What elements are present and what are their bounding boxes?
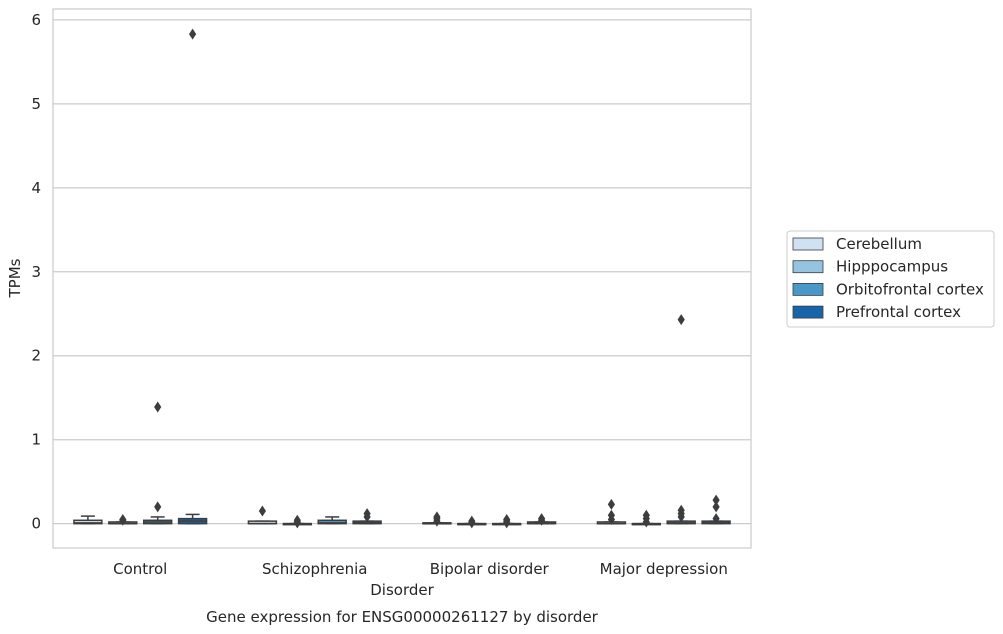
outlier-point — [363, 508, 371, 520]
box — [73, 519, 103, 525]
box-group — [352, 508, 382, 525]
outlier-point — [712, 501, 720, 513]
legend-swatch — [792, 305, 824, 319]
outlier-point — [677, 314, 685, 326]
legend-frame — [786, 230, 995, 328]
x-axis-label: Disorder — [370, 581, 434, 599]
x-tick-label: Schizophrenia — [262, 560, 367, 578]
box-plot-series — [73, 28, 731, 529]
legend-label: Cerebellum — [836, 235, 922, 253]
y-tick-label: 3 — [31, 263, 41, 281]
y-tick-label: 2 — [31, 347, 41, 365]
grid-lines — [53, 19, 751, 525]
box-group — [317, 516, 347, 525]
outlier-point — [712, 494, 720, 506]
box-group — [631, 509, 662, 528]
y-tick-label: 0 — [31, 515, 41, 533]
y-tick-label: 4 — [31, 179, 41, 197]
box-group — [282, 514, 313, 529]
box-group — [526, 513, 557, 526]
outlier-point — [119, 513, 127, 525]
outlier-point — [607, 509, 615, 521]
x-tick-label: Major depression — [600, 560, 728, 578]
y-tick-label: 6 — [31, 11, 41, 29]
outlier-point — [154, 501, 162, 513]
outlier-point — [712, 513, 720, 525]
y-tick-label: 1 — [31, 431, 41, 449]
box-group — [666, 314, 696, 525]
legend-swatch — [792, 282, 824, 296]
plot-frame — [52, 8, 752, 549]
outlier-point — [258, 505, 266, 517]
y-axis-ticks: 0 1 2 3 4 5 6 — [31, 11, 41, 533]
outlier-point — [154, 401, 162, 413]
box-group — [247, 505, 278, 525]
box-group — [457, 515, 487, 529]
outlier-point — [642, 509, 650, 521]
outlier-point — [189, 28, 197, 40]
outlier-point — [607, 498, 615, 510]
outlier-point — [538, 513, 546, 525]
chart-title: Gene expression for ENSG00000261127 by d… — [206, 608, 599, 626]
outlier-point — [677, 504, 685, 516]
outlier-point — [503, 513, 511, 525]
box-group — [596, 498, 627, 525]
outlier-point — [433, 511, 441, 523]
y-tick-label: 5 — [31, 95, 41, 113]
box-group — [422, 511, 452, 527]
legend-swatch — [792, 237, 824, 251]
outlier-point — [468, 515, 476, 527]
outlier-point — [293, 514, 301, 526]
box-group — [108, 513, 138, 526]
x-tick-label: Bipolar disorder — [430, 560, 550, 578]
legend-label: Orbitofrontal cortex — [836, 280, 984, 298]
legend-label: Prefrontal cortex — [836, 303, 961, 321]
legend-label: Hipppocampus — [836, 258, 948, 276]
box-group — [177, 28, 208, 525]
legend: Cerebellum Hipppocampus Orbitofrontal cort… — [786, 230, 995, 328]
x-axis-ticks: Control Schizophrenia Bipolar disorder Majo… — [113, 560, 728, 578]
box-group — [142, 401, 173, 525]
box-group — [73, 515, 103, 525]
box — [317, 519, 347, 525]
legend-swatch — [792, 260, 824, 274]
y-axis-label: TPMs — [6, 258, 24, 298]
box-group — [491, 513, 522, 529]
x-tick-label: Control — [113, 560, 167, 578]
box-group — [701, 494, 731, 525]
